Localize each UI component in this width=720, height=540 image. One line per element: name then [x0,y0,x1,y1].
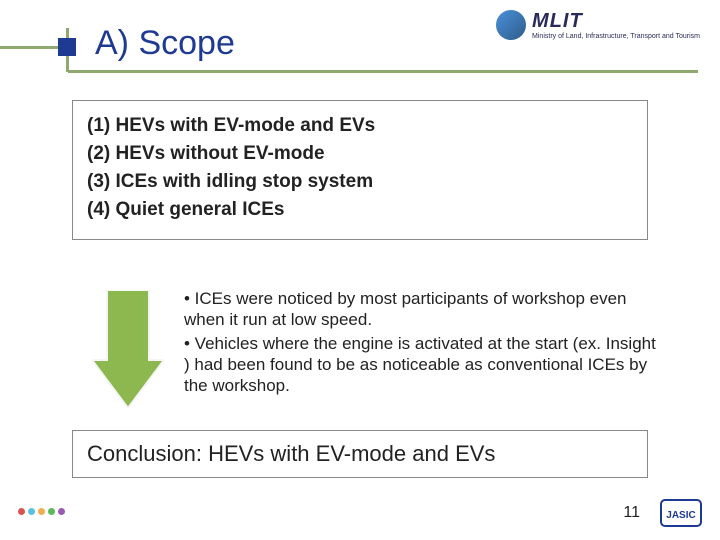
jasic-logo-icon: JASIC [660,494,702,528]
down-arrow-area [92,290,164,413]
conclusion-text: Conclusion: HEVs with EV-mode and EVs [87,441,633,467]
mlit-globe-icon [496,10,526,40]
title-bullet-square [58,38,76,56]
scope-item-4: (4) Quiet general ICEs [87,199,633,221]
title-accent-line-right [68,70,698,73]
scope-item-3: (3) ICEs with idling stop system [87,171,633,193]
scope-item-1: (1) HEVs with EV-mode and EVs [87,115,633,137]
footer-left-logo [18,500,74,522]
footer-dot [18,508,25,515]
logo-main: MLIT [532,10,700,33]
footer-dot [58,508,65,515]
header-logo: MLIT Ministry of Land, Infrastructure, T… [496,10,700,40]
slide-title: A) Scope [95,24,235,63]
title-accent-line-left [0,46,66,49]
conclusion-box: Conclusion: HEVs with EV-mode and EVs [72,430,648,478]
footer-dot [28,508,35,515]
notes-bullets: • ICEs were noticed by most participants… [184,288,664,398]
scope-item-2: (2) HEVs without EV-mode [87,143,633,165]
svg-text:JASIC: JASIC [666,510,695,521]
mlit-logo-text: MLIT Ministry of Land, Infrastructure, T… [532,10,700,40]
bullet-1: • ICEs were noticed by most participants… [184,288,664,331]
scope-list-box: (1) HEVs with EV-mode and EVs (2) HEVs w… [72,100,648,240]
bullet-2: • Vehicles where the engine is activated… [184,333,664,397]
footer-dot [38,508,45,515]
page-number: 11 [623,504,640,522]
footer-dot [48,508,55,515]
down-arrow-icon [92,290,164,408]
logo-sub: Ministry of Land, Infrastructure, Transp… [532,33,700,40]
